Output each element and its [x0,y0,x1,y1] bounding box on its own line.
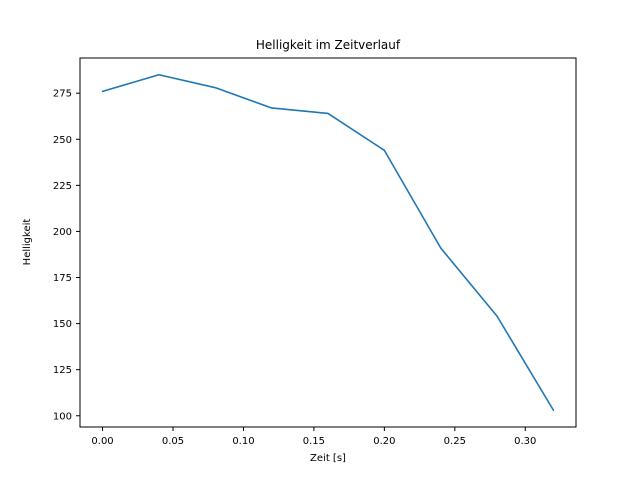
data-series [101,73,555,412]
axis-ticks: 0.00 0.05 0.10 0.15 0.20 0.25 0.30 100 125 150 175… [53,89,536,447]
y-tick-label: 225 [53,181,72,192]
y-tick-label: 175 [53,273,72,284]
x-tick-label: 0.20 [373,436,395,447]
x-axis-label: Zeit [s] [310,453,346,464]
y-tick-label: 125 [53,365,72,376]
y-axis-label: Helligkeit [22,219,33,266]
y-tick-label: 100 [53,411,72,422]
data-line [101,73,555,412]
y-tick-label: 150 [53,319,72,330]
chart-title: Helligkeit im Zeitverlauf [256,38,401,52]
x-tick-label: 0.25 [444,436,466,447]
x-tick-label: 0.05 [162,436,184,447]
y-tick-label: 275 [53,89,72,100]
x-tick-label: 0.15 [303,436,325,447]
plot-area [79,57,577,428]
x-tick-label: 0.30 [514,436,536,447]
x-tick-label: 0.10 [232,436,254,447]
y-tick-label: 200 [53,227,72,238]
y-tick-label: 250 [53,135,72,146]
x-tick-label: 0.00 [91,436,113,447]
